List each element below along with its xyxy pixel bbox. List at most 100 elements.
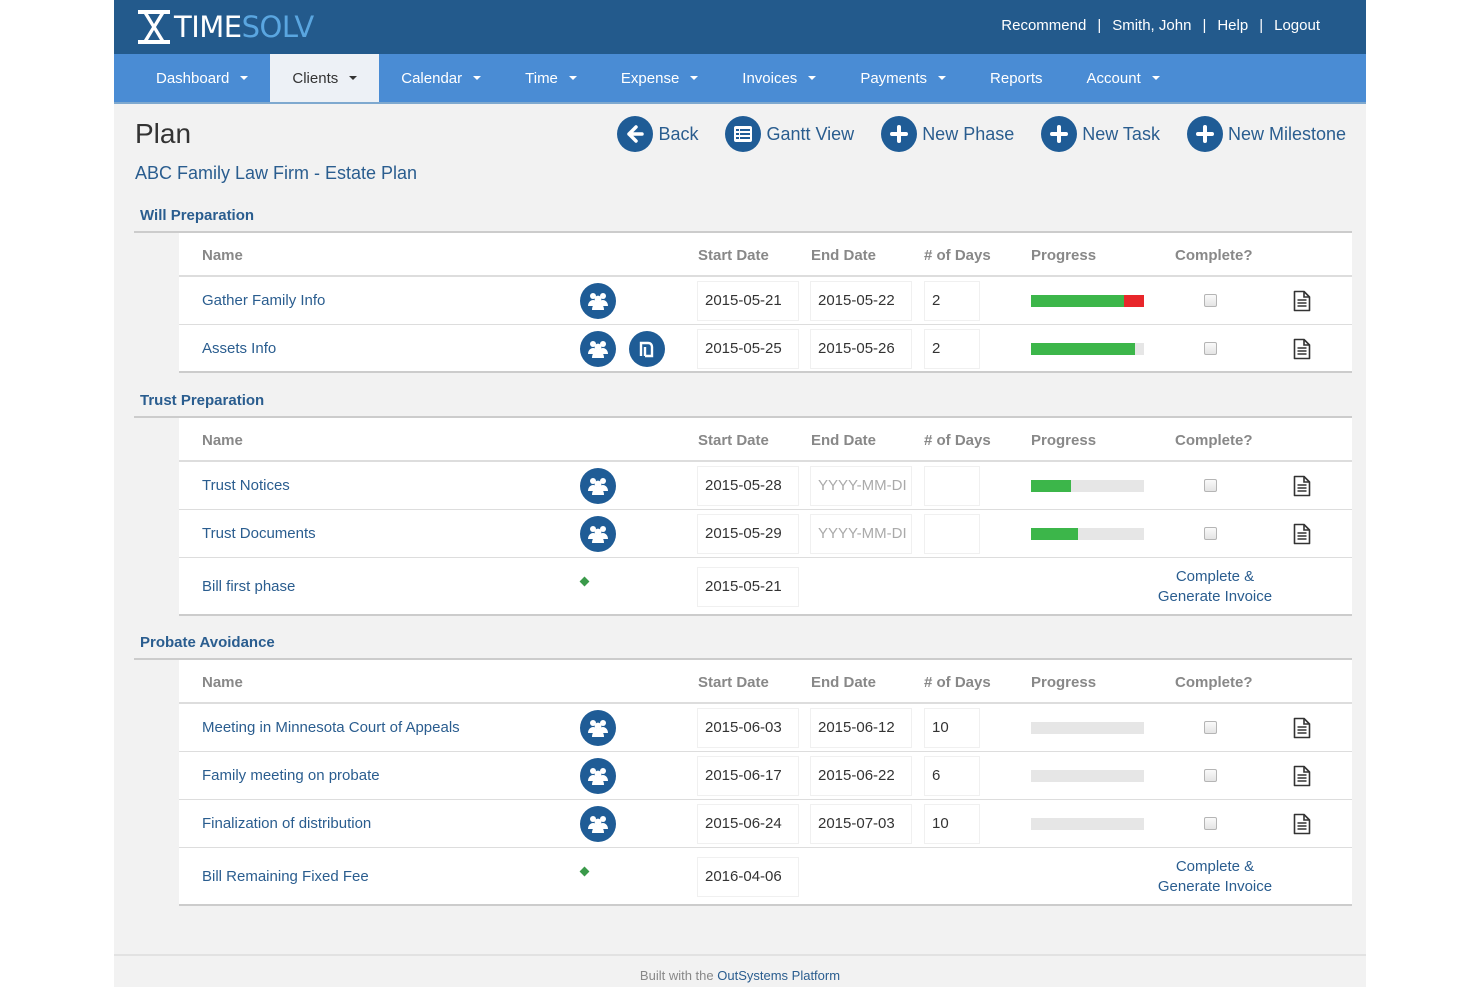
- document-icon[interactable]: [1293, 523, 1311, 550]
- task-row: Trust Documents 2015-05-29 YYYY-MM-DI: [179, 510, 1352, 558]
- start-date-input[interactable]: 2015-05-29: [697, 514, 799, 554]
- days-input[interactable]: 2: [924, 281, 980, 321]
- complete-checkbox[interactable]: [1204, 294, 1217, 307]
- recommend-link[interactable]: Recommend: [1001, 17, 1087, 34]
- logout-link[interactable]: Logout: [1274, 17, 1320, 34]
- end-date-input[interactable]: 2015-05-26: [810, 329, 912, 369]
- nav-invoices[interactable]: Invoices: [720, 54, 838, 102]
- column-header-end: End Date: [811, 432, 877, 449]
- new-phase-label: New Phase: [922, 123, 1015, 144]
- end-date-input[interactable]: 2015-06-12: [810, 708, 912, 748]
- start-date-input[interactable]: 2015-05-21: [697, 567, 799, 607]
- nav-time[interactable]: Time: [503, 54, 599, 102]
- page-subtitle[interactable]: ABC Family Law Firm - Estate Plan: [135, 163, 418, 183]
- end-date-input[interactable]: YYYY-MM-DI: [810, 466, 912, 506]
- people-icon[interactable]: [580, 516, 616, 552]
- task-name-link[interactable]: Finalization of distribution: [202, 815, 372, 832]
- progress-bar: [1031, 295, 1144, 307]
- people-icon[interactable]: [580, 758, 616, 794]
- nav-payments[interactable]: Payments: [838, 54, 968, 102]
- days-input[interactable]: 2: [924, 329, 980, 369]
- milestone-diamond-icon: [579, 576, 590, 587]
- back-button[interactable]: Back: [617, 116, 698, 152]
- footer-prefix: Built with the: [639, 968, 714, 983]
- days-input[interactable]: [924, 466, 980, 506]
- nav-expense[interactable]: Expense: [599, 54, 720, 102]
- days-input[interactable]: 6: [924, 756, 980, 796]
- milestone-name-link[interactable]: Bill first phase: [202, 578, 296, 595]
- start-date-input[interactable]: 2016-04-06: [697, 857, 799, 897]
- nav-label: Payments: [860, 69, 928, 87]
- start-date-input[interactable]: 2015-06-24: [697, 804, 799, 844]
- fee-icon[interactable]: [629, 331, 665, 367]
- people-icon[interactable]: [580, 283, 616, 319]
- complete-checkbox[interactable]: [1204, 721, 1217, 734]
- nav-dashboard[interactable]: Dashboard: [134, 54, 270, 102]
- task-name-link[interactable]: Trust Notices: [202, 477, 290, 494]
- column-header-progress: Progress: [1031, 432, 1097, 449]
- section-title: Will Preparation: [140, 207, 255, 224]
- complete-generate-invoice-link[interactable]: Complete & Generate Invoice: [1157, 568, 1273, 605]
- milestone-name-link[interactable]: Bill Remaining Fixed Fee: [202, 868, 369, 885]
- document-icon[interactable]: [1293, 338, 1311, 365]
- document-icon[interactable]: [1293, 290, 1311, 317]
- start-date-input[interactable]: 2015-05-25: [697, 329, 799, 369]
- task-row: Assets Info 2015-05-25 2015-05-26 2: [179, 325, 1352, 373]
- nav-clients[interactable]: Clients: [270, 54, 380, 102]
- task-name-link[interactable]: Gather Family Info: [202, 292, 326, 309]
- task-name-link[interactable]: Trust Documents: [202, 525, 316, 542]
- end-date-input[interactable]: 2015-07-03: [810, 804, 912, 844]
- gantt-view-button[interactable]: Gantt View: [725, 116, 854, 152]
- progress-bar: [1031, 818, 1144, 830]
- complete-checkbox[interactable]: [1204, 817, 1217, 830]
- plan-table: Name Start Date End Date # of Days Progress C…: [179, 418, 1352, 616]
- nav-calendar[interactable]: Calendar: [379, 54, 503, 102]
- new-milestone-button[interactable]: New Milestone: [1186, 116, 1346, 152]
- document-icon[interactable]: [1293, 717, 1311, 744]
- days-input[interactable]: 10: [924, 708, 980, 748]
- help-link[interactable]: Help: [1217, 17, 1249, 34]
- task-row: Finalization of distribution 2015-06-24 20…: [179, 800, 1352, 848]
- plus-icon: [1041, 116, 1078, 152]
- column-header-start: Start Date: [698, 674, 769, 691]
- start-date-input[interactable]: 2015-06-17: [697, 756, 799, 796]
- task-name-link[interactable]: Meeting in Minnesota Court of Appeals: [202, 719, 460, 736]
- complete-checkbox[interactable]: [1204, 342, 1217, 355]
- start-date-input[interactable]: 2015-05-21: [697, 281, 799, 321]
- start-date-input[interactable]: 2015-06-03: [697, 708, 799, 748]
- task-row: Family meeting on probate 2015-06-17 2015-…: [179, 752, 1352, 800]
- people-icon[interactable]: [580, 468, 616, 504]
- plus-icon: [881, 116, 918, 152]
- document-icon[interactable]: [1293, 475, 1311, 502]
- document-icon[interactable]: [1293, 813, 1311, 840]
- task-name-link[interactable]: Assets Info: [202, 340, 277, 357]
- gantt-list-icon: [725, 116, 762, 152]
- task-name-link[interactable]: Family meeting on probate: [202, 767, 380, 784]
- complete-generate-invoice-link[interactable]: Complete & Generate Invoice: [1157, 858, 1273, 895]
- nav-reports[interactable]: Reports: [968, 54, 1065, 102]
- footer-link[interactable]: OutSystems Platform: [717, 968, 841, 983]
- timesolv-logo[interactable]: TIMESOLV: [136, 6, 314, 48]
- people-icon[interactable]: [580, 331, 616, 367]
- days-input[interactable]: [924, 514, 980, 554]
- complete-checkbox[interactable]: [1204, 527, 1217, 540]
- days-input[interactable]: 10: [924, 804, 980, 844]
- new-task-button[interactable]: New Task: [1041, 116, 1160, 152]
- end-date-input[interactable]: 2015-05-22: [810, 281, 912, 321]
- nav-account[interactable]: Account: [1065, 54, 1182, 102]
- milestone-diamond-icon: [579, 866, 590, 877]
- people-icon[interactable]: [580, 806, 616, 842]
- progress-bar: [1031, 722, 1144, 734]
- new-phase-button[interactable]: New Phase: [881, 116, 1014, 152]
- logo-text-time: TIME: [174, 10, 242, 44]
- user-link[interactable]: Smith, John: [1112, 17, 1192, 34]
- start-date-input[interactable]: 2015-05-28: [697, 466, 799, 506]
- end-date-input[interactable]: YYYY-MM-DI: [810, 514, 912, 554]
- complete-checkbox[interactable]: [1204, 769, 1217, 782]
- document-icon[interactable]: [1293, 765, 1311, 792]
- people-icon[interactable]: [580, 710, 616, 746]
- logo-hourglass-icon: [138, 10, 170, 44]
- caret-down-icon: [349, 76, 358, 80]
- complete-checkbox[interactable]: [1204, 479, 1217, 492]
- end-date-input[interactable]: 2015-06-22: [810, 756, 912, 796]
